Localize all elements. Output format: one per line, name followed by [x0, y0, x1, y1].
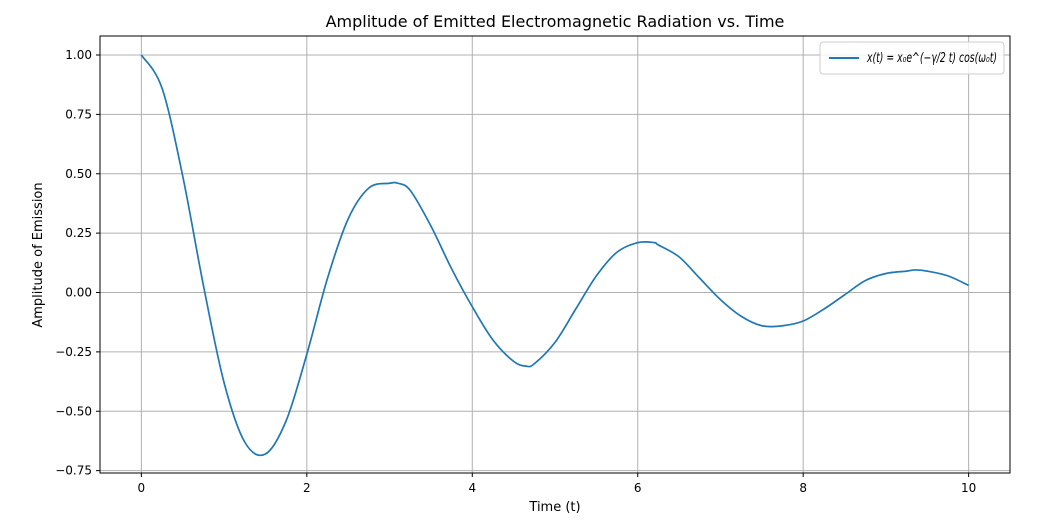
- tick-layer: 0 2 4 6 8 10 −0.75 −0.50 −0.25 0.00 0.25 0.50 0.75 1.…: [55, 48, 976, 495]
- series-line-0: [140, 54, 969, 457]
- x-tick-label: 4: [468, 481, 476, 495]
- y-tick-label: 0.75: [65, 107, 92, 121]
- chart-title: Amplitude of Emitted Electromagnetic Rad…: [326, 12, 785, 31]
- legend-label: x(t) = x₀e^(−γ/2 t) cos(ω₀t): [866, 51, 997, 66]
- legend: x(t) = x₀e^(−γ/2 t) cos(ω₀t): [819, 41, 1005, 75]
- x-tick-label: 10: [961, 481, 976, 495]
- x-tick-label: 2: [303, 481, 311, 495]
- y-tick-label: 1.00: [65, 48, 92, 62]
- legend-box: [819, 41, 1005, 75]
- y-tick-label: −0.25: [55, 345, 92, 359]
- x-tick-label: 6: [634, 481, 642, 495]
- x-axis-label: Time (t): [528, 500, 580, 515]
- y-tick-label: −0.75: [55, 464, 92, 478]
- x-tick-label: 8: [799, 481, 807, 495]
- y-axis-label: Amplitude of Emission: [31, 182, 46, 327]
- y-tick-label: 0.00: [65, 286, 92, 300]
- series-layer: [140, 54, 969, 457]
- y-tick-label: 0.25: [65, 226, 92, 240]
- y-tick-label: −0.50: [55, 404, 92, 418]
- y-tick-label: 0.50: [65, 167, 92, 181]
- x-tick-label: 0: [138, 481, 146, 495]
- plot-frame: [99, 35, 1011, 474]
